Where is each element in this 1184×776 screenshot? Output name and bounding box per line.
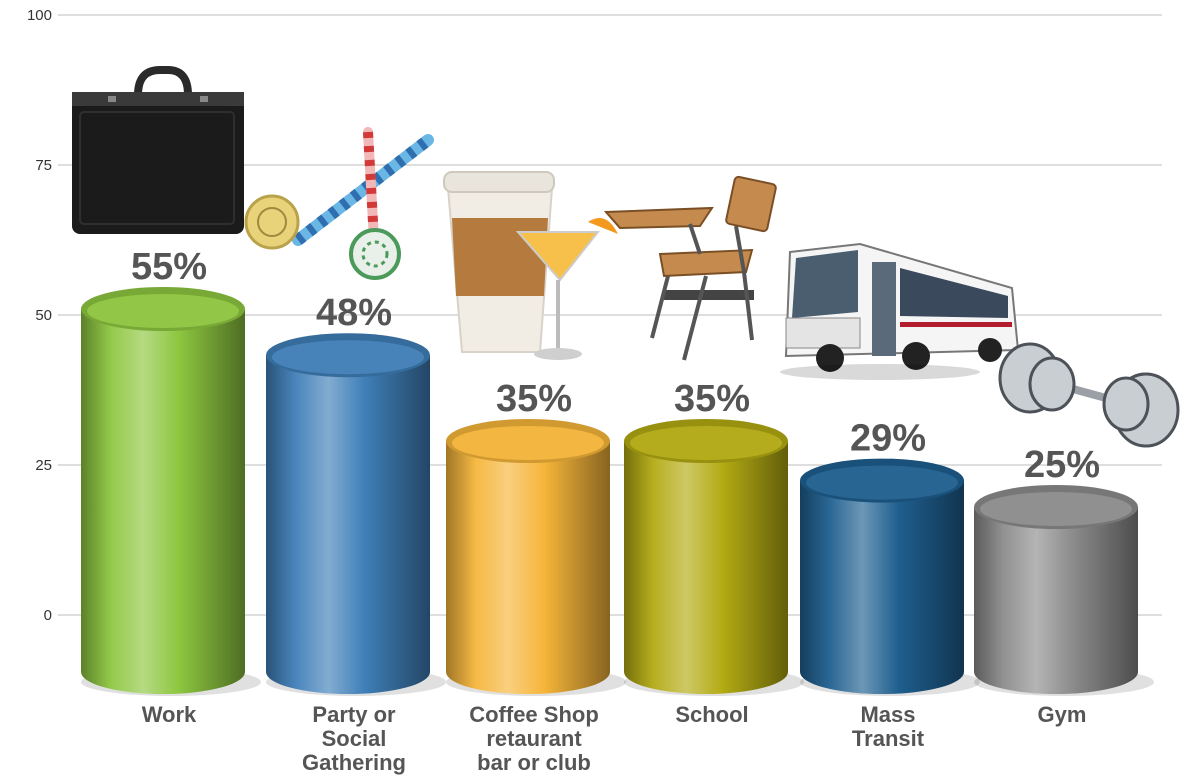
category-label: Mass Transit [852, 702, 925, 751]
category-icons [72, 66, 1180, 448]
y-tick-label: 50 [35, 307, 52, 324]
bar-0 [81, 287, 261, 696]
bar-3 [624, 419, 804, 696]
bar-body [266, 355, 430, 694]
party-blower-icon [244, 127, 434, 280]
bar-1 [266, 333, 446, 696]
bar-body [624, 441, 788, 694]
y-tick-label: 100 [27, 7, 52, 24]
value-label: 25% [1024, 444, 1100, 486]
value-label: 29% [850, 418, 926, 460]
value-label: 35% [496, 378, 572, 420]
y-tick-label: 25 [35, 457, 52, 474]
y-tick-label: 0 [44, 607, 52, 624]
value-label: 48% [316, 292, 392, 334]
bar-body [974, 507, 1138, 694]
category-label: Work [142, 702, 197, 727]
value-label: 55% [131, 246, 207, 288]
school-desk-icon [603, 175, 777, 361]
category-label: Party or Social Gathering [302, 702, 406, 775]
category-label: School [675, 702, 748, 727]
bar-5 [974, 485, 1154, 696]
coffee-cup-cocktail-icon [443, 171, 618, 360]
bar-2 [446, 419, 626, 696]
y-tick-label: 75 [35, 157, 52, 174]
bar-body [446, 441, 610, 694]
value-labels: 55% 48% 35% 35% 29% 25% [131, 246, 1100, 486]
bar-body [800, 480, 964, 694]
category-label: Coffee Shop retaurant bar or club [469, 702, 599, 775]
briefcase-icon [72, 66, 244, 234]
dumbbell-icon [998, 342, 1180, 448]
bar-body [81, 309, 245, 694]
category-label: Gym [1038, 702, 1087, 727]
bars [81, 287, 1154, 696]
value-label: 35% [674, 378, 750, 420]
y-axis-ticks: 0 25 50 75 100 [27, 7, 52, 624]
bar-4 [800, 458, 980, 696]
bus-icon [780, 242, 1020, 380]
category-labels: Work Party or Social Gathering Coffee Shop re… [142, 702, 1087, 775]
